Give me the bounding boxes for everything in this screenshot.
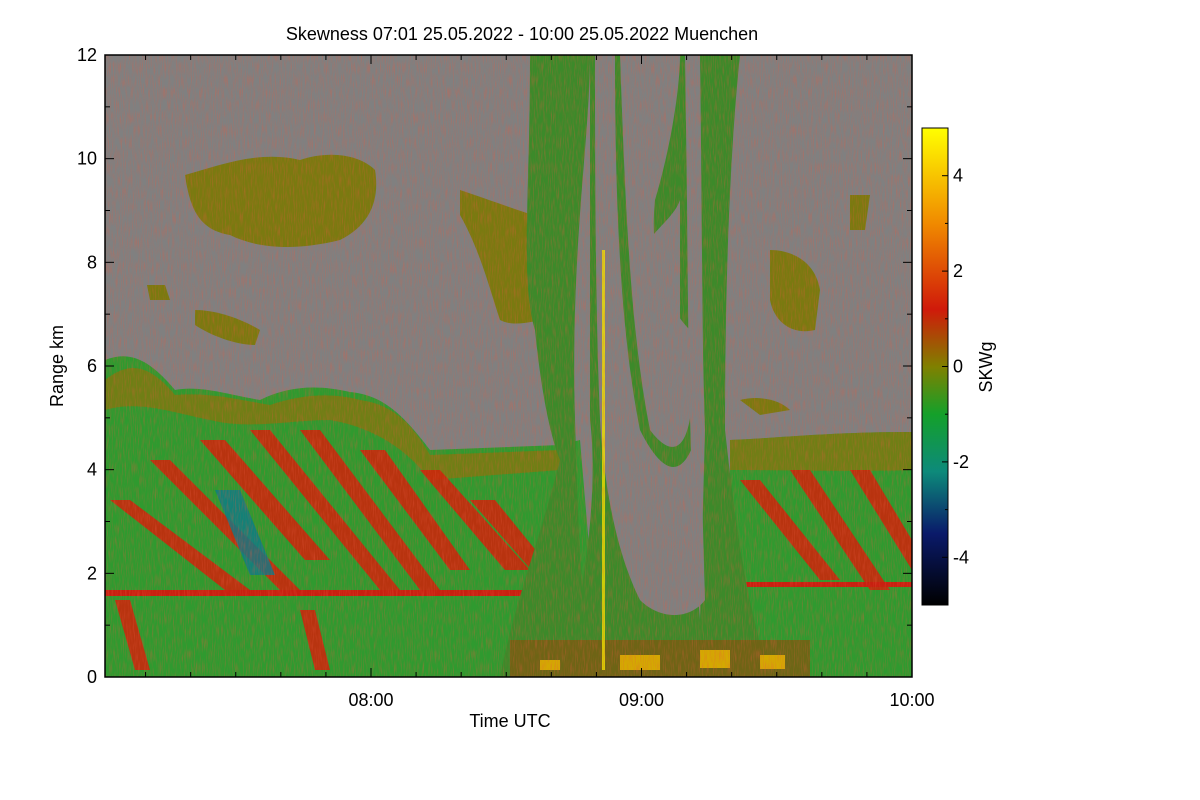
- colorbar-tick-label: 2: [953, 261, 963, 281]
- colorbar-tick-label: -4: [953, 547, 969, 567]
- y-tick-label: 10: [77, 149, 97, 169]
- heatmap-field: [105, 55, 912, 677]
- y-tick-label: 0: [87, 667, 97, 687]
- y-tick-label: 12: [77, 45, 97, 65]
- y-tick-label: 8: [87, 252, 97, 272]
- y-tick-label: 2: [87, 563, 97, 583]
- chart-title: Skewness 07:01 25.05.2022 - 10:00 25.05.…: [286, 24, 758, 44]
- y-tick-label: 6: [87, 356, 97, 376]
- y-axis: 0 2 4 6 8 10 12: [77, 45, 912, 687]
- y-tick-label: 4: [87, 460, 97, 480]
- colorbar-ticks: -4 -2 0 2 4: [942, 166, 969, 567]
- colorbar-tick-label: -2: [953, 452, 969, 472]
- colorbar-tick-label: 4: [953, 166, 963, 186]
- x-axis-label: Time UTC: [469, 711, 550, 731]
- speckle-overlay: [105, 55, 912, 677]
- x-tick-label: 10:00: [889, 690, 934, 710]
- y-axis-label: Range km: [47, 325, 67, 407]
- x-tick-label: 08:00: [348, 690, 393, 710]
- colorbar-tick-label: 0: [953, 357, 963, 377]
- x-axis: 08:00 09:00 10:00: [145, 55, 935, 710]
- x-tick-label: 09:00: [619, 690, 664, 710]
- colorbar-label: SKWg: [976, 341, 996, 392]
